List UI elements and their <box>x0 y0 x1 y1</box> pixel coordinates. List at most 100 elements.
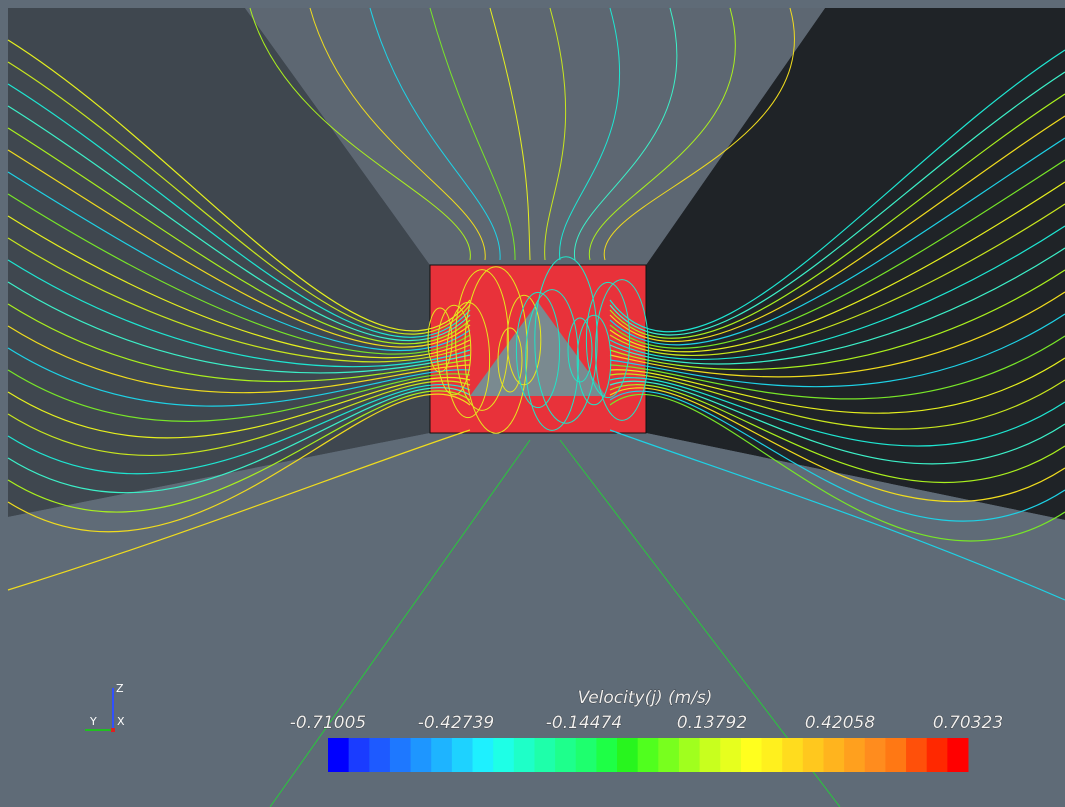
streamline <box>7 105 471 342</box>
streamline <box>309 7 486 261</box>
streamline <box>609 181 1065 353</box>
streamline <box>7 393 471 533</box>
back-wall <box>245 8 825 265</box>
colorbar-swatch <box>885 738 907 772</box>
vortex-loop <box>436 304 472 396</box>
colorbar-swatch <box>823 738 845 772</box>
colorbar-swatch <box>782 738 804 772</box>
z-label: Z <box>116 682 124 695</box>
colorbar-swatch <box>906 738 928 772</box>
streamline <box>269 439 531 807</box>
streamline <box>7 259 471 368</box>
vortex-loop <box>534 256 598 424</box>
streamline <box>609 380 1065 465</box>
colorbar-swatch <box>596 738 618 772</box>
streamline <box>609 429 1065 601</box>
colorbar-swatch <box>926 738 948 772</box>
streamline <box>7 383 471 475</box>
streamline <box>603 7 795 261</box>
streamlines <box>7 7 1065 807</box>
streamline <box>609 390 1065 522</box>
colorbar: -0.71005 -0.42739 -0.14474 0.13792 0.42058 0.… <box>289 713 1003 772</box>
colorbar-swatch <box>740 738 763 772</box>
colorbar-swatch <box>389 738 412 772</box>
streamline <box>609 247 1065 365</box>
vortex-loop <box>585 281 631 399</box>
streamline <box>489 7 531 261</box>
streamline <box>609 357 1065 414</box>
streamline <box>7 193 471 355</box>
streamline <box>609 291 1065 378</box>
streamline <box>7 369 471 422</box>
colorbar-swatch <box>555 738 577 772</box>
vortex-loop <box>506 294 542 386</box>
streamline <box>609 373 1065 430</box>
vortex-loop <box>595 279 649 421</box>
colorbar-title: Velocity(j) (m/s) <box>578 688 713 708</box>
streamline <box>609 93 1065 339</box>
colorbar-swatch <box>864 738 886 772</box>
streamline <box>7 380 471 456</box>
colorbar-tick-label: -0.42739 <box>418 713 494 733</box>
streamline <box>559 7 621 261</box>
colorbar-swatch <box>534 738 556 772</box>
streamline <box>7 387 471 494</box>
right-wall <box>646 8 1065 520</box>
colorbar-swatch <box>720 738 742 772</box>
colorbar-swatch <box>410 738 432 772</box>
streamline <box>609 384 1065 483</box>
streamline <box>573 7 678 261</box>
streamline <box>609 335 1065 400</box>
colorbar-swatch <box>637 738 659 772</box>
streamline <box>7 376 471 439</box>
vortex-loop <box>576 314 612 406</box>
colorbar-swatch <box>431 738 453 772</box>
colorbar-tick-label: -0.14474 <box>546 713 622 733</box>
colorbar-swatch <box>369 738 391 772</box>
colorbar-swatch <box>472 738 494 772</box>
streamline <box>609 49 1065 333</box>
vortex-loop <box>497 327 523 393</box>
vortex-loop <box>515 291 561 409</box>
colorbar-swatch <box>328 738 350 772</box>
streamline <box>7 149 471 348</box>
streamline <box>249 7 471 261</box>
colorbar-swatch <box>493 738 515 772</box>
streamline <box>7 281 471 374</box>
streamline <box>544 7 567 261</box>
streamline <box>609 115 1065 343</box>
floor <box>8 433 1065 807</box>
x-axis <box>111 728 115 732</box>
vortex-loop <box>464 266 528 434</box>
streamline <box>7 127 471 345</box>
vortex-loop <box>455 269 509 411</box>
streamline <box>7 390 471 513</box>
streamline <box>609 269 1065 371</box>
x-label: X <box>117 715 125 728</box>
colorbar-tick-label: -0.71005 <box>290 713 366 733</box>
streamline <box>7 347 471 407</box>
streamline <box>7 61 471 335</box>
colorbar-swatch <box>678 738 701 772</box>
streamline <box>609 377 1065 447</box>
colorbar-swatch <box>947 738 969 772</box>
streamline <box>609 203 1065 356</box>
colorbar-tick-label: 0.70323 <box>933 713 1003 733</box>
streamline <box>609 71 1065 336</box>
streamline <box>7 237 471 363</box>
colorbar-swatch <box>699 738 721 772</box>
colorbar-swatch <box>844 738 866 772</box>
vortex-loop <box>525 289 579 431</box>
colorbar-swatch <box>617 738 639 772</box>
streamline <box>609 387 1065 503</box>
streamline <box>609 225 1065 361</box>
colorbar-swatch <box>451 738 474 772</box>
streamline <box>609 313 1065 388</box>
streamline <box>7 83 471 338</box>
streamline <box>609 159 1065 349</box>
streamline <box>7 303 471 383</box>
colorbar-tick-label: 0.42058 <box>805 713 875 733</box>
colorbar-swatch <box>658 738 680 772</box>
colorbar-swatch <box>761 738 783 772</box>
